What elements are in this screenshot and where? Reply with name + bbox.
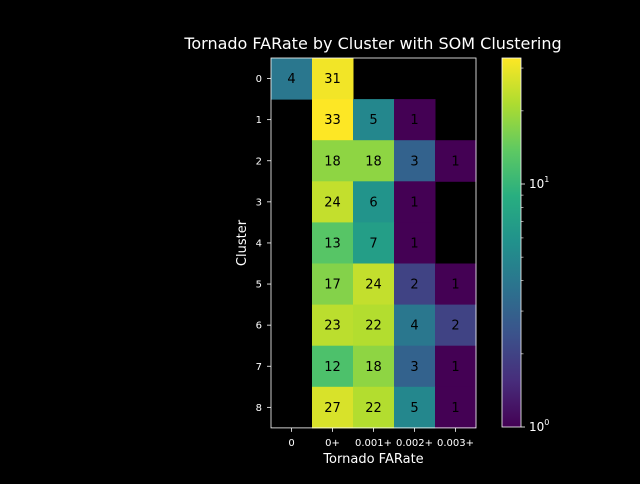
heatmap-cell [271,58,313,100]
heatmap-cell [394,222,436,264]
x-tick-label: 0 [288,438,294,449]
cell-value-label: 1 [410,236,418,251]
cell-value-label: 1 [451,278,459,293]
y-axis-label: Cluster [235,219,250,266]
heatmap-cell [353,140,395,182]
heatmap-cell [312,304,354,347]
colorbar-tick-label: 100 [529,418,549,434]
y-tick-label: 4 [256,238,262,249]
heatmap-cell [435,304,477,347]
x-axis-label: Tornado FARate [322,452,423,467]
colorbar-gradient [501,57,522,428]
heatmap-cell [353,99,395,141]
cell-value-label: 13 [324,236,341,251]
heatmap-cell [312,140,354,182]
cell-value-label: 1 [410,195,418,210]
y-tick-label: 7 [256,362,262,373]
heatmap-cell [312,263,354,306]
heatmap-cell [394,345,436,388]
cell-value-label: 7 [369,236,377,251]
heatmap-cell [394,304,436,347]
cell-value-label: 4 [410,319,418,334]
heatmap-cell [435,386,477,429]
cell-value-label: 4 [287,72,295,87]
cell-value-label: 24 [365,278,382,293]
heatmap-cell [394,99,436,141]
heatmap-cell [394,386,436,429]
y-tick-label: 3 [256,197,262,208]
cell-value-label: 23 [324,319,341,334]
heatmap-cell [353,263,395,306]
heatmap-cell [353,222,395,264]
cell-value-label: 3 [410,154,418,169]
cell-value-label: 1 [451,401,459,416]
x-tick-label: 0+ [325,438,340,449]
cell-value-label: 17 [324,278,341,293]
x-tick-label: 0.002+ [396,438,433,449]
cell-value-label: 18 [365,154,382,169]
heatmap-cell [435,345,477,388]
heatmap-cell [353,304,395,347]
heatmap-cell [353,345,395,388]
heatmap-cell [312,58,354,100]
heatmap-cell [435,140,477,182]
y-axis-ticks: 0 1 2 3 4 5 6 7 8 [256,74,271,414]
cell-value-label: 31 [324,72,341,87]
y-tick-label: 1 [256,115,262,126]
cell-value-label: 24 [324,195,341,210]
heatmap-cell [312,181,354,223]
colorbar: 100 101 [501,57,549,434]
cell-value-label: 2 [451,319,459,334]
heatmap-cell [394,263,436,306]
cell-value-label: 2 [410,278,418,293]
cell-value-label: 3 [410,360,418,375]
cell-value-label: 1 [451,154,459,169]
heatmap-cell [312,222,354,264]
cell-value-label: 22 [365,401,382,416]
x-tick-label: 0.001+ [355,438,392,449]
heatmap-cell [312,99,354,141]
cell-value-label: 1 [451,360,459,375]
cell-value-label: 1 [410,113,418,128]
heatmap-cell [353,386,395,429]
y-tick-label: 0 [256,74,262,85]
x-axis-ticks: 0 0+ 0.001+ 0.002+ 0.003+ [288,427,474,449]
cell-value-label: 27 [324,401,341,416]
y-tick-label: 6 [256,321,262,332]
y-tick-label: 5 [256,280,262,291]
cell-value-label: 18 [365,360,382,375]
cell-value-label: 5 [410,401,418,416]
heatmap-cell [394,181,436,223]
cell-value-label: 18 [324,154,341,169]
cell-value-label: 12 [324,360,341,375]
cell-value-label: 33 [324,113,341,128]
chart-title: Tornado FARate by Cluster with SOM Clust… [183,34,561,53]
y-tick-label: 8 [256,403,262,414]
colorbar-tick-label: 101 [529,175,549,191]
heatmap-cell [312,386,354,429]
cell-value-label: 22 [365,319,382,334]
x-tick-label: 0.003+ [437,438,474,449]
heatmap-cell [435,263,477,306]
heatmap-cell [312,345,354,388]
y-tick-label: 2 [256,156,262,167]
cell-value-label: 5 [369,113,377,128]
heatmap-cell [394,140,436,182]
cell-value-label: 6 [369,195,377,210]
heatmap-cell [353,181,395,223]
